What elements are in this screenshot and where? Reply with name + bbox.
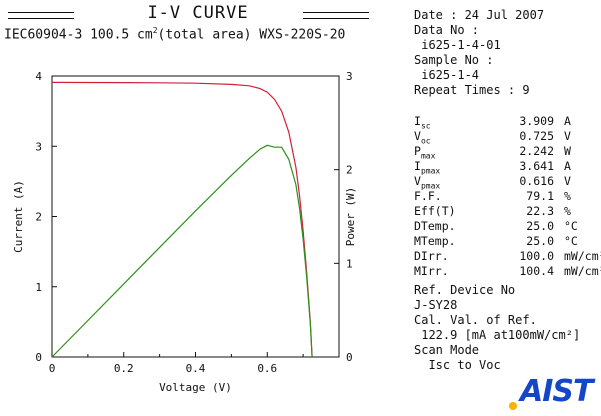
x-tick-label: 0: [49, 362, 56, 375]
result-unit: °C: [564, 234, 578, 248]
repeat-line: Repeat Times : 9: [414, 83, 530, 97]
result-unit: %: [564, 204, 571, 218]
y-tick-label: 3: [35, 140, 42, 153]
result-label: DIrr.: [414, 249, 449, 263]
result-label: F.F.: [414, 189, 442, 203]
x-tick-label: 0.4: [186, 362, 206, 375]
result-value: 25.0: [526, 234, 554, 248]
ref-device: J-SY28: [414, 298, 458, 312]
plot-frame: [51, 75, 340, 358]
result-unit: °C: [564, 219, 578, 233]
x-tick-label: 0.6: [257, 362, 277, 375]
y2-tick-label: 3: [346, 70, 353, 83]
cal-label: Cal. Val. of Ref.: [414, 313, 537, 327]
aist-logo: AIST: [520, 374, 593, 409]
sample-no: i625-1-4: [421, 68, 480, 82]
subtitle-rest: (total area) WXS-220S-20: [157, 27, 346, 43]
current-curve: [51, 81, 313, 358]
result-value: 25.0: [526, 219, 554, 233]
result-unit: W: [564, 144, 571, 158]
result-label: Eff(T): [414, 204, 456, 218]
x-tick-label: 0.2: [114, 362, 134, 375]
ref-device-label: Ref. Device No: [414, 283, 516, 297]
sample-no-label: Sample No :: [414, 53, 494, 67]
result-unit: A: [564, 114, 571, 128]
result-value: 79.1: [526, 189, 554, 203]
y-tick-label: 2: [35, 211, 42, 224]
result-label: Pmax: [414, 144, 436, 161]
info-block: Date : 24 Jul 2007 Data No : i625-1-4-01 S…: [414, 8, 544, 98]
logo-dot-icon: [509, 402, 517, 410]
result-value: 100.4: [519, 264, 554, 278]
chart-title: I-V CURVE: [147, 3, 249, 23]
scan-label: Scan Mode: [414, 343, 480, 357]
result-value: 0.725: [519, 129, 554, 143]
result-value: 2.242: [519, 144, 554, 158]
result-unit: A: [564, 159, 571, 173]
result-value: 100.0: [519, 249, 554, 263]
result-value: 22.3: [526, 204, 554, 218]
result-unit: V: [564, 174, 571, 188]
result-label: Voc: [414, 129, 431, 146]
result-unit: mW/cm²: [564, 249, 601, 263]
date-line: Date : 24 Jul 2007: [414, 8, 545, 22]
result-value: 3.641: [519, 159, 554, 173]
y2-axis-label: Power (W): [344, 187, 357, 247]
result-label: Isc: [414, 114, 431, 131]
result-label: Vpmax: [414, 174, 441, 191]
result-label: DTemp.: [414, 219, 456, 233]
subtitle-sup: 2: [152, 26, 158, 35]
data-no: i625-1-4-01: [421, 38, 501, 52]
y2-tick-label: 0: [346, 351, 353, 364]
iv-chart: 0 0.2 0.4 0.6 0 1 2 3 4 0 1 2 3 Voltage (V) Current (A…: [12, 70, 357, 394]
result-value: 3.909: [519, 114, 554, 128]
scan-mode: Isc to Voc: [414, 358, 501, 372]
data-no-label: Data No :: [414, 23, 480, 37]
title-rule-left: [8, 12, 74, 19]
chart-subtitle: IEC60904-3 100.5 cm2(total area) WXS-220…: [4, 26, 345, 42]
x-axis-label: Voltage (V): [159, 381, 232, 394]
power-curve: [51, 144, 313, 358]
y-tick-label: 0: [35, 351, 42, 364]
reference-block: Ref. Device No J-SY28 Cal. Val. of Ref. 12…: [414, 283, 580, 373]
y2-tick-label: 2: [346, 164, 353, 177]
result-label: Ipmax: [414, 159, 441, 176]
y-axis-label: Current (A): [12, 180, 25, 253]
result-unit: %: [564, 189, 571, 203]
result-label: MIrr.: [414, 264, 449, 278]
result-label: MTemp.: [414, 234, 456, 248]
result-unit: mW/cm²: [564, 264, 601, 278]
result-unit: V: [564, 129, 571, 143]
cal-value: 122.9 [mA at100mW/cm²]: [414, 328, 581, 342]
title-rule-right: [303, 12, 369, 19]
y2-tick-label: 1: [346, 257, 353, 270]
y-tick-label: 1: [35, 281, 42, 294]
subtitle-main: IEC60904-3 100.5 cm: [4, 27, 153, 43]
result-value: 0.616: [519, 174, 554, 188]
y-tick-label: 4: [35, 70, 42, 83]
